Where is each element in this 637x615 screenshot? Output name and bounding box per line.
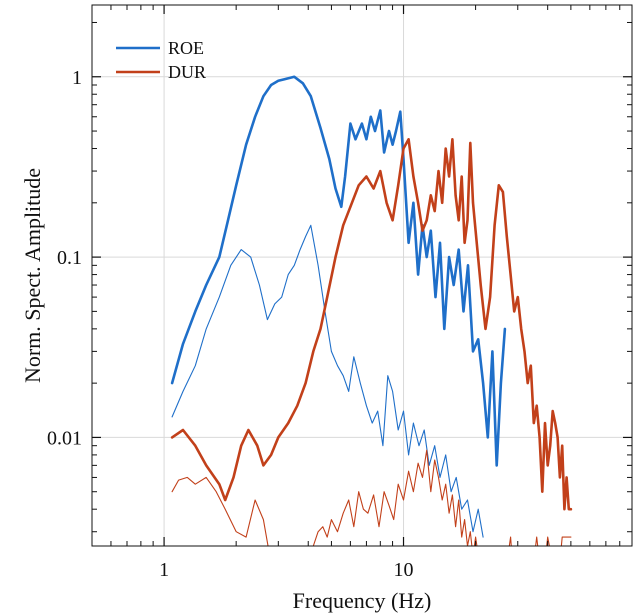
x-tick-label: 1: [159, 559, 169, 581]
y-axis-label: Norm. Spect. Amplitude: [20, 168, 45, 383]
grid-lines: [92, 5, 632, 546]
legend-label-roe: ROE: [168, 38, 204, 58]
axis-ticks: 1 10 1 0.1 0.01: [47, 5, 632, 581]
x-axis-label: Frequency (Hz): [293, 588, 432, 613]
series-layer: [170, 75, 573, 546]
y-tick-label: 1: [72, 67, 82, 89]
series-line-roe-thin: [171, 224, 484, 538]
series-line-dur-thin: [171, 449, 572, 546]
series-line-roe-thick: [170, 75, 507, 467]
y-tick-label: 0.01: [47, 427, 82, 449]
plot-frame: [91, 4, 633, 547]
series-line-dur-thick: [170, 138, 573, 511]
y-tick-label: 0.1: [57, 247, 82, 269]
legend-label-dur: DUR: [168, 62, 206, 82]
legend: ROE DUR: [116, 38, 206, 82]
x-tick-label: 10: [394, 559, 414, 581]
